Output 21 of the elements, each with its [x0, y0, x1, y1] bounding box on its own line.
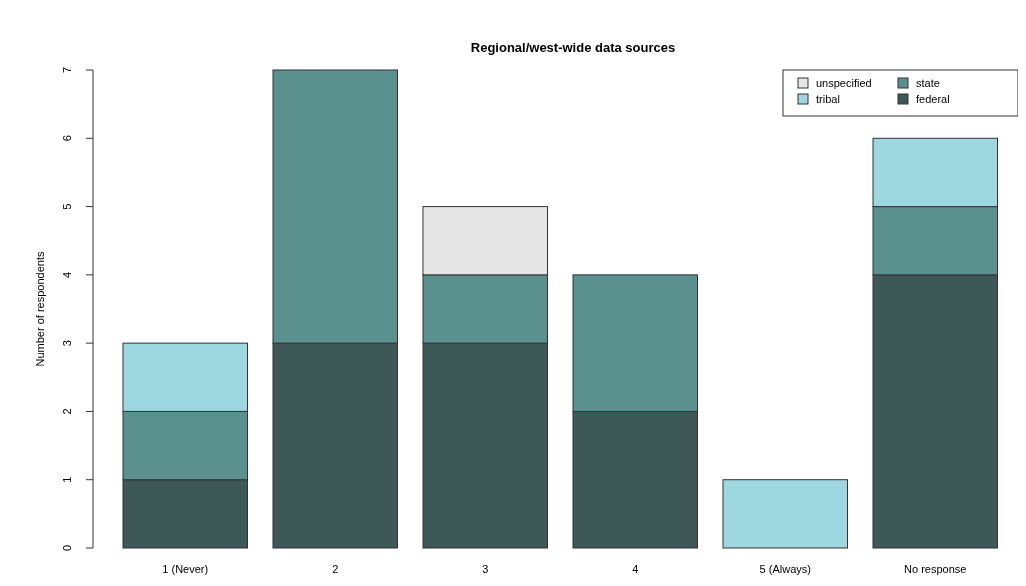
x-tick-label: 3 [482, 563, 489, 575]
chart-title: Regional/west-wide data sources [470, 40, 676, 55]
y-tick-label: 6 [61, 135, 73, 142]
y-tick-label: 7 [61, 66, 73, 74]
legend-label: tribal [816, 93, 840, 105]
x-tick-label: 1 (Never) [162, 563, 209, 575]
legend-label: state [916, 77, 940, 89]
y-tick-label: 1 [61, 476, 73, 483]
bar [722, 479, 848, 549]
y-tick-label: 2 [61, 408, 73, 415]
x-tick-label: No response [904, 563, 967, 575]
y-tick-label: 4 [61, 271, 73, 278]
y-axis-title: Number of respondents [34, 251, 46, 367]
y-tick-label: 3 [61, 340, 73, 347]
x-tick-label: 4 [632, 563, 639, 575]
legend-label: federal [916, 93, 950, 105]
legend-label: unspecified [816, 77, 872, 89]
x-tick-label: 2 [332, 563, 339, 575]
x-tick-label: 5 (Always) [759, 563, 811, 575]
y-tick-label: 0 [61, 544, 73, 552]
y-tick-label: 5 [61, 203, 73, 210]
